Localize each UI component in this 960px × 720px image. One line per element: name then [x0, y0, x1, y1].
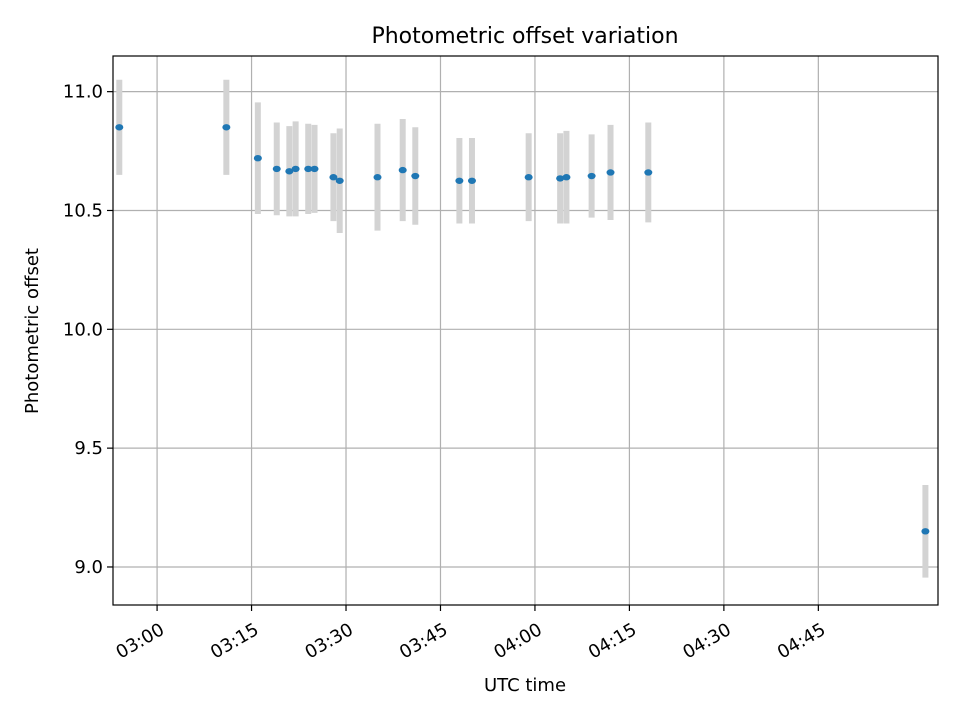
- y-tick-label: 10.0: [63, 319, 103, 340]
- data-point: [373, 174, 382, 181]
- data-point: [115, 124, 124, 131]
- data-point: [285, 168, 294, 175]
- y-axis: 9.0 9.5 10.0 10.5 11.0: [63, 82, 113, 578]
- data-point: [222, 124, 231, 131]
- y-tick-label: 11.0: [63, 82, 103, 103]
- y-tick-label: 10.5: [63, 200, 103, 221]
- data-point: [606, 169, 615, 176]
- data-point: [398, 166, 407, 174]
- y-tick-label: 9.5: [74, 438, 103, 459]
- data-point: [272, 165, 281, 173]
- y-axis-label: Photometric offset: [22, 248, 43, 414]
- data-point: [644, 169, 653, 176]
- data-point: [921, 528, 930, 535]
- data-point: [455, 177, 464, 184]
- data-point: [310, 165, 319, 173]
- data-point: [335, 177, 344, 184]
- data-point: [467, 177, 476, 184]
- grid: [113, 56, 938, 605]
- data-points: [115, 124, 930, 535]
- plot-area: [113, 56, 938, 605]
- plot-frame: [112, 55, 939, 606]
- data-point: [253, 154, 262, 162]
- data-point: [411, 172, 420, 180]
- data-point: [304, 165, 313, 173]
- chart-title: Photometric offset variation: [371, 24, 678, 49]
- data-point: [329, 174, 338, 181]
- x-axis-label: UTC time: [484, 675, 566, 696]
- data-point: [562, 174, 571, 181]
- data-point: [291, 165, 300, 173]
- data-point: [524, 174, 533, 181]
- y-tick-label: 9.0: [74, 557, 103, 578]
- data-point: [587, 172, 596, 180]
- data-point: [556, 175, 565, 182]
